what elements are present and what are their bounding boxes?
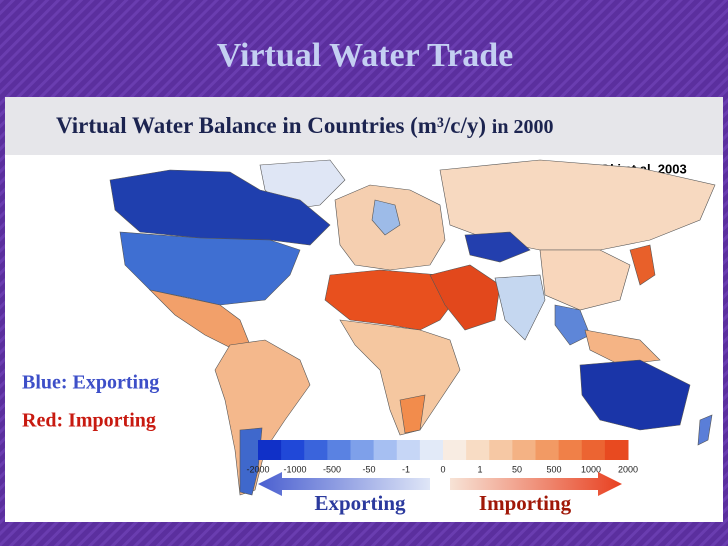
colorbar-tick-label: -2000 bbox=[246, 464, 269, 474]
colorbar-segment bbox=[419, 440, 444, 460]
colorbar-tick-label: 1000 bbox=[581, 464, 601, 474]
colorbar-segment bbox=[350, 440, 375, 460]
colorbar-segment bbox=[258, 440, 282, 460]
colorbar-tick-label: -1 bbox=[402, 464, 410, 474]
map-title: Virtual Water Balance in Countries (m³/c… bbox=[56, 113, 553, 138]
colorbar-tick-label: 1 bbox=[477, 464, 482, 474]
colorbar-segment bbox=[604, 440, 629, 460]
import-arrow bbox=[450, 472, 622, 496]
map-header bbox=[5, 97, 723, 155]
slide-title: Virtual Water Trade bbox=[217, 37, 514, 74]
legend-red: Red: Importing bbox=[22, 410, 156, 432]
colorbar-segment bbox=[281, 440, 305, 460]
colorbar-segment bbox=[489, 440, 513, 460]
arrow-left-label: Exporting bbox=[314, 491, 406, 515]
colorbar-segment bbox=[558, 440, 583, 460]
colorbar-segment bbox=[396, 440, 421, 460]
colorbar-tick-label: 50 bbox=[512, 464, 522, 474]
colorbar-tick-label: -500 bbox=[323, 464, 341, 474]
colorbar-segment bbox=[327, 440, 351, 460]
colorbar-segment bbox=[373, 440, 398, 460]
colorbar-segment bbox=[535, 440, 560, 460]
colorbar-segment bbox=[512, 440, 536, 460]
colorbar-tick-label: 0 bbox=[440, 464, 445, 474]
colorbar-tick-label: 500 bbox=[546, 464, 561, 474]
colorbar: -2000 -1000 -500 -50 -1 0 1 50 500 1000 2000 bbox=[246, 440, 638, 474]
legend-blue: Blue: Exporting bbox=[22, 372, 159, 394]
colorbar-segment bbox=[443, 440, 467, 460]
colorbar-tick-label: 2000 bbox=[618, 464, 638, 474]
colorbar-segment bbox=[466, 440, 490, 460]
export-arrow bbox=[258, 472, 430, 496]
colorbar-tick-label: -50 bbox=[362, 464, 375, 474]
colorbar-segment bbox=[304, 440, 328, 460]
colorbar-tick-label: -1000 bbox=[283, 464, 306, 474]
arrow-right-label: Importing bbox=[479, 491, 572, 515]
colorbar-segment bbox=[581, 440, 606, 460]
world-map bbox=[109, 159, 716, 496]
